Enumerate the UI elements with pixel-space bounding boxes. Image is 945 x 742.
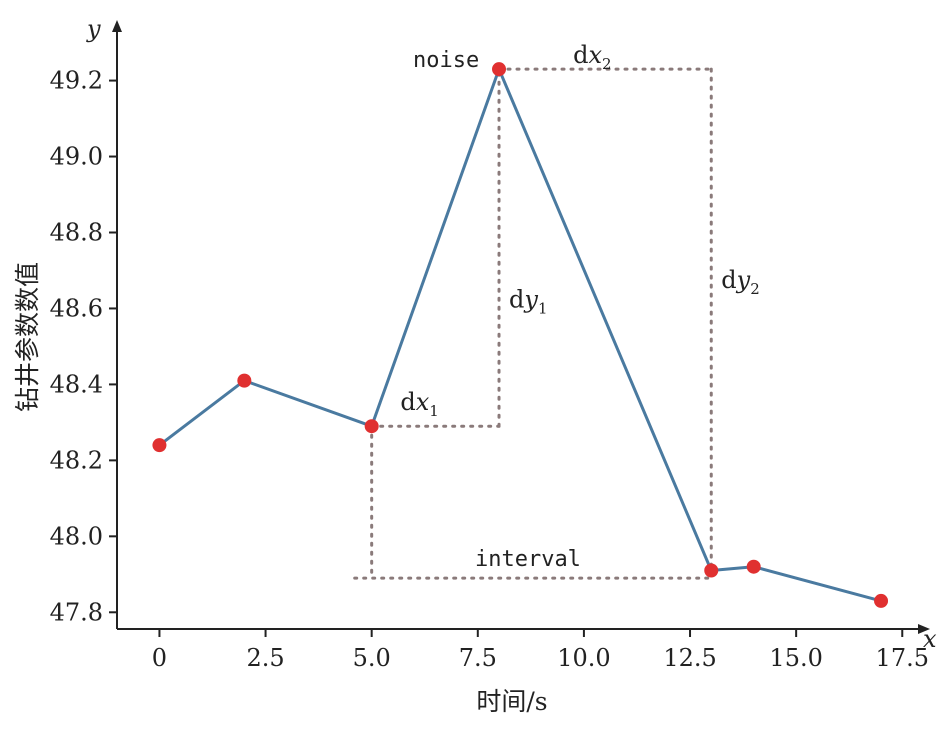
y-axis-title: 钻井参数数值 — [13, 262, 42, 412]
x-tick-label: 17.5 — [876, 644, 929, 672]
y-axis-arrow — [112, 20, 122, 32]
interval-label: interval — [475, 547, 581, 572]
tick-marks: 0 2.5 5.0 7.5 10.0 12.5 15.0 17.5 47.8 48.0 48.2 48… — [50, 67, 929, 672]
axes — [112, 20, 930, 634]
data-markers — [152, 62, 889, 608]
guide-lines — [353, 67, 713, 580]
y-tick-label: 49.2 — [50, 67, 103, 95]
series-line — [158, 67, 882, 603]
x-tick-label: 7.5 — [459, 644, 497, 672]
x-tick-label: 10.0 — [557, 644, 610, 672]
x-tick-label: 5.0 — [353, 644, 391, 672]
data-point — [492, 62, 507, 77]
x-axis-arrow — [918, 624, 930, 634]
y-axis-letter: y — [86, 15, 101, 43]
x-tick-label: 0 — [152, 644, 167, 672]
data-point — [746, 559, 761, 574]
y-tick-label: 47.8 — [50, 598, 103, 626]
y-tick-label: 48.2 — [50, 446, 103, 474]
y-tick-label: 48.8 — [50, 218, 103, 246]
data-point — [237, 373, 252, 388]
y-tick-label: 49.0 — [50, 143, 103, 171]
data-point — [874, 593, 889, 608]
noise-label: noise — [413, 48, 479, 73]
dy1-label: dy1 — [509, 286, 547, 318]
y-tick-label: 48.0 — [50, 522, 103, 550]
x-tick-label: 12.5 — [663, 644, 716, 672]
dy2-label: dy2 — [721, 266, 759, 298]
y-tick-label: 48.4 — [50, 370, 103, 398]
x-tick-label: 2.5 — [246, 644, 284, 672]
data-point — [364, 419, 379, 434]
x-tick-label: 15.0 — [769, 644, 822, 672]
dx2-label: dx2 — [573, 41, 611, 73]
x-axis-title: 时间/s — [476, 687, 547, 716]
x-axis-letter: x — [923, 625, 937, 653]
data-point — [152, 438, 167, 453]
dx1-label: dx1 — [400, 388, 438, 420]
data-point — [704, 563, 719, 578]
series-polyline — [158, 67, 882, 603]
y-tick-label: 48.6 — [50, 294, 103, 322]
